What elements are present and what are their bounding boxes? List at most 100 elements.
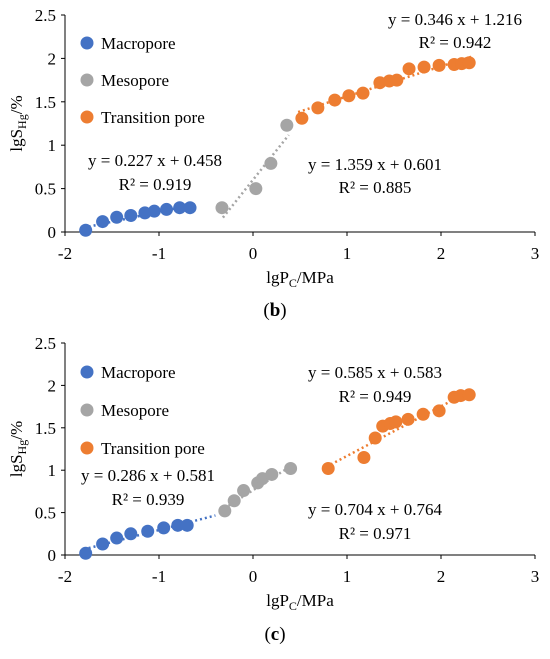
x-tick-label: 1 — [343, 567, 352, 586]
data-point-transition — [462, 388, 476, 402]
y-tick-label: 2 — [48, 376, 57, 395]
x-tick-label: -1 — [152, 244, 166, 263]
data-point-transition — [342, 89, 356, 103]
data-point-transition — [295, 111, 309, 125]
x-tick-label: 3 — [531, 567, 540, 586]
data-point-transition — [432, 404, 446, 418]
data-point-transition — [402, 62, 416, 76]
x-tick-label: -1 — [152, 567, 166, 586]
y-tick-label: 2.5 — [35, 334, 56, 353]
data-point-mesopore — [215, 201, 229, 215]
data-point-transition — [328, 93, 342, 107]
data-point-transition — [356, 86, 370, 100]
data-point-transition — [368, 431, 382, 445]
fit-r2-mesopore: R² = 0.885 — [339, 178, 412, 197]
x-axis-label: lgPC/MPa — [266, 591, 334, 613]
x-tick-label: 2 — [437, 567, 446, 586]
data-point-macropore — [79, 223, 93, 237]
data-point-macropore — [173, 201, 187, 215]
data-point-mesopore — [249, 182, 263, 196]
data-point-transition — [357, 450, 371, 464]
x-axis-label: lgPC/MPa — [266, 268, 334, 290]
y-axis-label: lgSHg/% — [7, 95, 29, 151]
legend-label-transition: Transition pore — [101, 108, 205, 127]
data-point-macropore — [110, 531, 124, 545]
data-point-transition — [462, 56, 476, 70]
data-point-macropore — [96, 537, 110, 551]
x-tick-label: 0 — [249, 244, 258, 263]
y-tick-label: 0.5 — [35, 504, 56, 523]
y-tick-label: 0 — [48, 546, 57, 565]
fit-equation-transition: y = 0.346 x + 1.216 — [388, 10, 522, 29]
fit-r2-transition: R² = 0.942 — [419, 33, 492, 52]
data-point-macropore — [147, 204, 161, 218]
y-tick-label: 0 — [48, 223, 57, 242]
data-point-macropore — [96, 215, 110, 229]
data-point-macropore — [124, 527, 138, 541]
legend-marker-macropore — [80, 365, 94, 379]
x-tick-label: 3 — [531, 244, 540, 263]
data-point-transition — [417, 60, 431, 74]
panel-c-caption: (c) — [264, 624, 286, 645]
fit-equation-mesopore: y = 0.704 x + 0.764 — [308, 500, 442, 519]
data-point-mesopore — [237, 484, 251, 498]
fit-equation-macropore: y = 0.286 x + 0.581 — [81, 466, 215, 485]
x-tick-label: 0 — [249, 567, 258, 586]
y-tick-label: 1 — [48, 461, 57, 480]
legend-label-transition: Transition pore — [101, 439, 205, 458]
fit-r2-transition: R² = 0.949 — [339, 387, 412, 406]
x-tick-label: 1 — [343, 244, 352, 263]
data-point-mesopore — [265, 467, 279, 481]
data-point-macropore — [124, 209, 138, 223]
chart-panel-b: 0 0.5 1 1.5 2 2.5 -2 -1 0 1 2 3 lgPC/MPa lgSHg/% Macro… — [7, 6, 539, 290]
chart-panel-c: 0 0.5 1 1.5 2 2.5 -2 -1 0 1 2 3 lgPC/MPa lgSHg/% Macro… — [7, 334, 539, 613]
legend-marker-mesopore — [80, 73, 94, 87]
legend-label-macropore: Macropore — [101, 363, 176, 382]
data-point-mesopore — [227, 494, 241, 508]
data-point-transition — [416, 407, 430, 421]
data-point-transition — [389, 415, 403, 429]
fit-equation-macropore: y = 0.227 x + 0.458 — [88, 151, 222, 170]
y-tick-label: 2.5 — [35, 6, 56, 25]
data-point-macropore — [171, 518, 185, 532]
data-point-transition — [390, 73, 404, 87]
data-point-mesopore — [264, 156, 278, 170]
legend-label-mesopore: Mesopore — [101, 71, 169, 90]
panel-b-caption: (b) — [263, 300, 287, 321]
data-point-mesopore — [218, 504, 232, 518]
data-point-transition — [432, 58, 446, 72]
data-point-macropore — [110, 210, 124, 224]
data-point-transition — [311, 101, 325, 115]
fit-r2-mesopore: R² = 0.971 — [339, 524, 412, 543]
x-tick-label: -2 — [58, 567, 72, 586]
x-tick-label: -2 — [58, 244, 72, 263]
trendline-macropore — [83, 203, 193, 229]
y-tick-label: 0.5 — [35, 180, 56, 199]
data-point-macropore — [183, 201, 197, 215]
data-point-macropore — [141, 524, 155, 538]
trendline-transition — [325, 389, 472, 468]
fit-equation-mesopore: y = 1.359 x + 0.601 — [308, 155, 442, 174]
legend-marker-macropore — [80, 36, 94, 50]
data-point-transition — [321, 462, 335, 476]
y-axis-label: lgSHg/% — [7, 421, 29, 477]
data-point-transition — [401, 412, 415, 426]
legend-marker-transition — [80, 441, 94, 455]
data-point-macropore — [157, 521, 171, 535]
legend-label-mesopore: Mesopore — [101, 401, 169, 420]
y-tick-label: 1.5 — [35, 93, 56, 112]
y-tick-label: 1 — [48, 136, 57, 155]
x-tick-label: 2 — [437, 244, 446, 263]
data-point-macropore — [79, 546, 93, 560]
y-tick-label: 1.5 — [35, 419, 56, 438]
y-tick-label: 2 — [48, 49, 57, 68]
legend-marker-mesopore — [80, 403, 94, 417]
fit-equation-transition: y = 0.585 x + 0.583 — [308, 363, 442, 382]
data-point-mesopore — [284, 462, 298, 476]
legend-label-macropore: Macropore — [101, 34, 176, 53]
data-point-macropore — [180, 518, 194, 532]
fit-r2-macropore: R² = 0.919 — [119, 175, 192, 194]
data-point-mesopore — [280, 118, 294, 132]
legend-marker-transition — [80, 110, 94, 124]
